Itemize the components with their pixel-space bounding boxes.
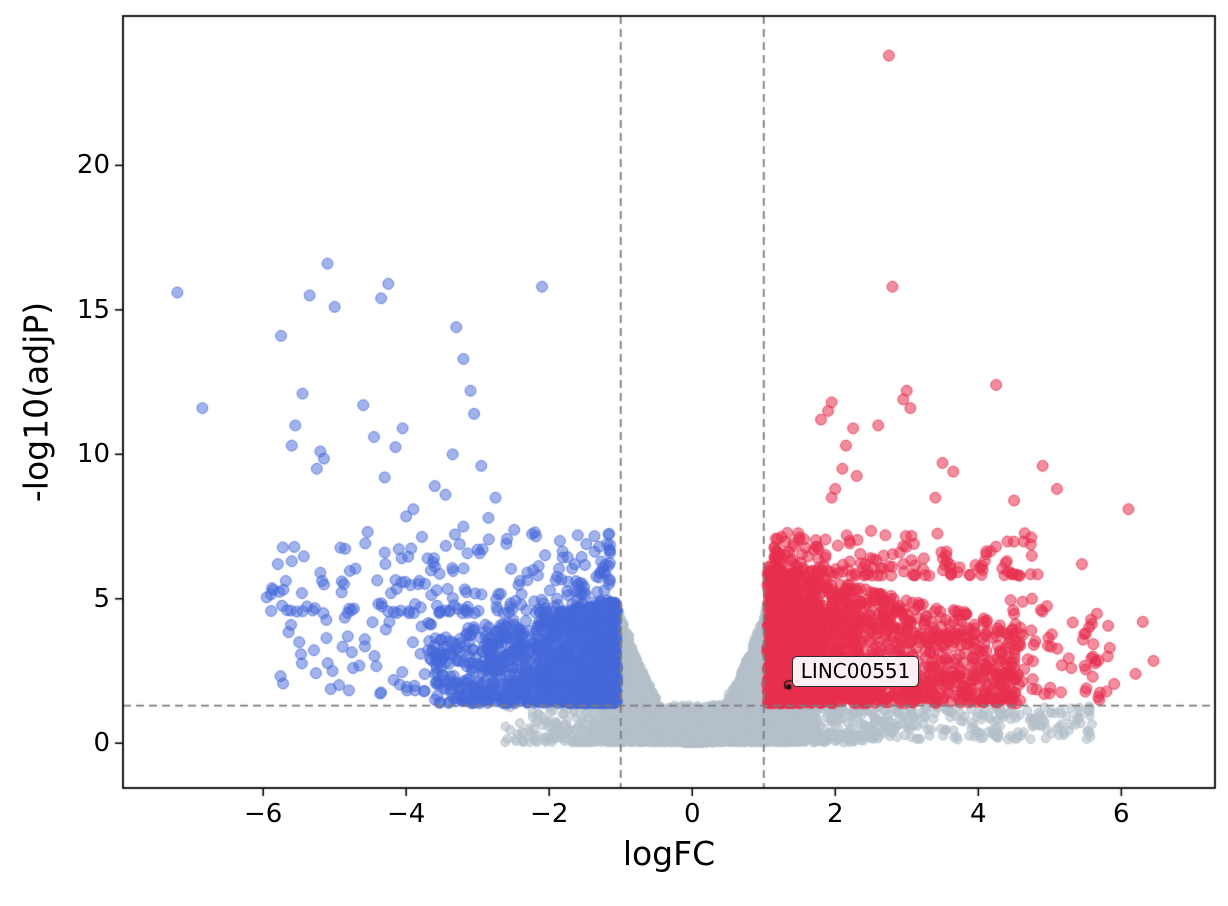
- y-tick-label: 15: [76, 294, 110, 325]
- x-tick-label: 2: [826, 799, 844, 829]
- y-tick-label: 20: [76, 150, 110, 181]
- y-tick-label: 0: [93, 728, 110, 759]
- x-tick-label: −4: [387, 799, 426, 829]
- annotation-label: LINC00551: [791, 655, 920, 687]
- x-tick-label: 4: [970, 799, 987, 829]
- x-axis-label: logFC: [622, 834, 716, 873]
- y-tick-label: 10: [76, 439, 110, 470]
- x-tick-label: 6: [1113, 799, 1130, 829]
- x-tick-label: −6: [243, 799, 283, 829]
- y-axis-label: -log10(adjP): [16, 301, 56, 503]
- y-tick-label: 5: [93, 583, 110, 614]
- x-tick-label: 0: [683, 799, 701, 829]
- x-tick-label: −2: [530, 799, 569, 829]
